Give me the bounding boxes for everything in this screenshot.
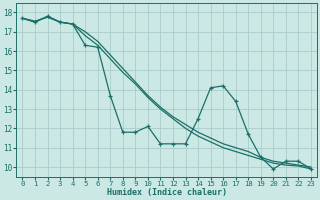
- X-axis label: Humidex (Indice chaleur): Humidex (Indice chaleur): [107, 188, 227, 197]
